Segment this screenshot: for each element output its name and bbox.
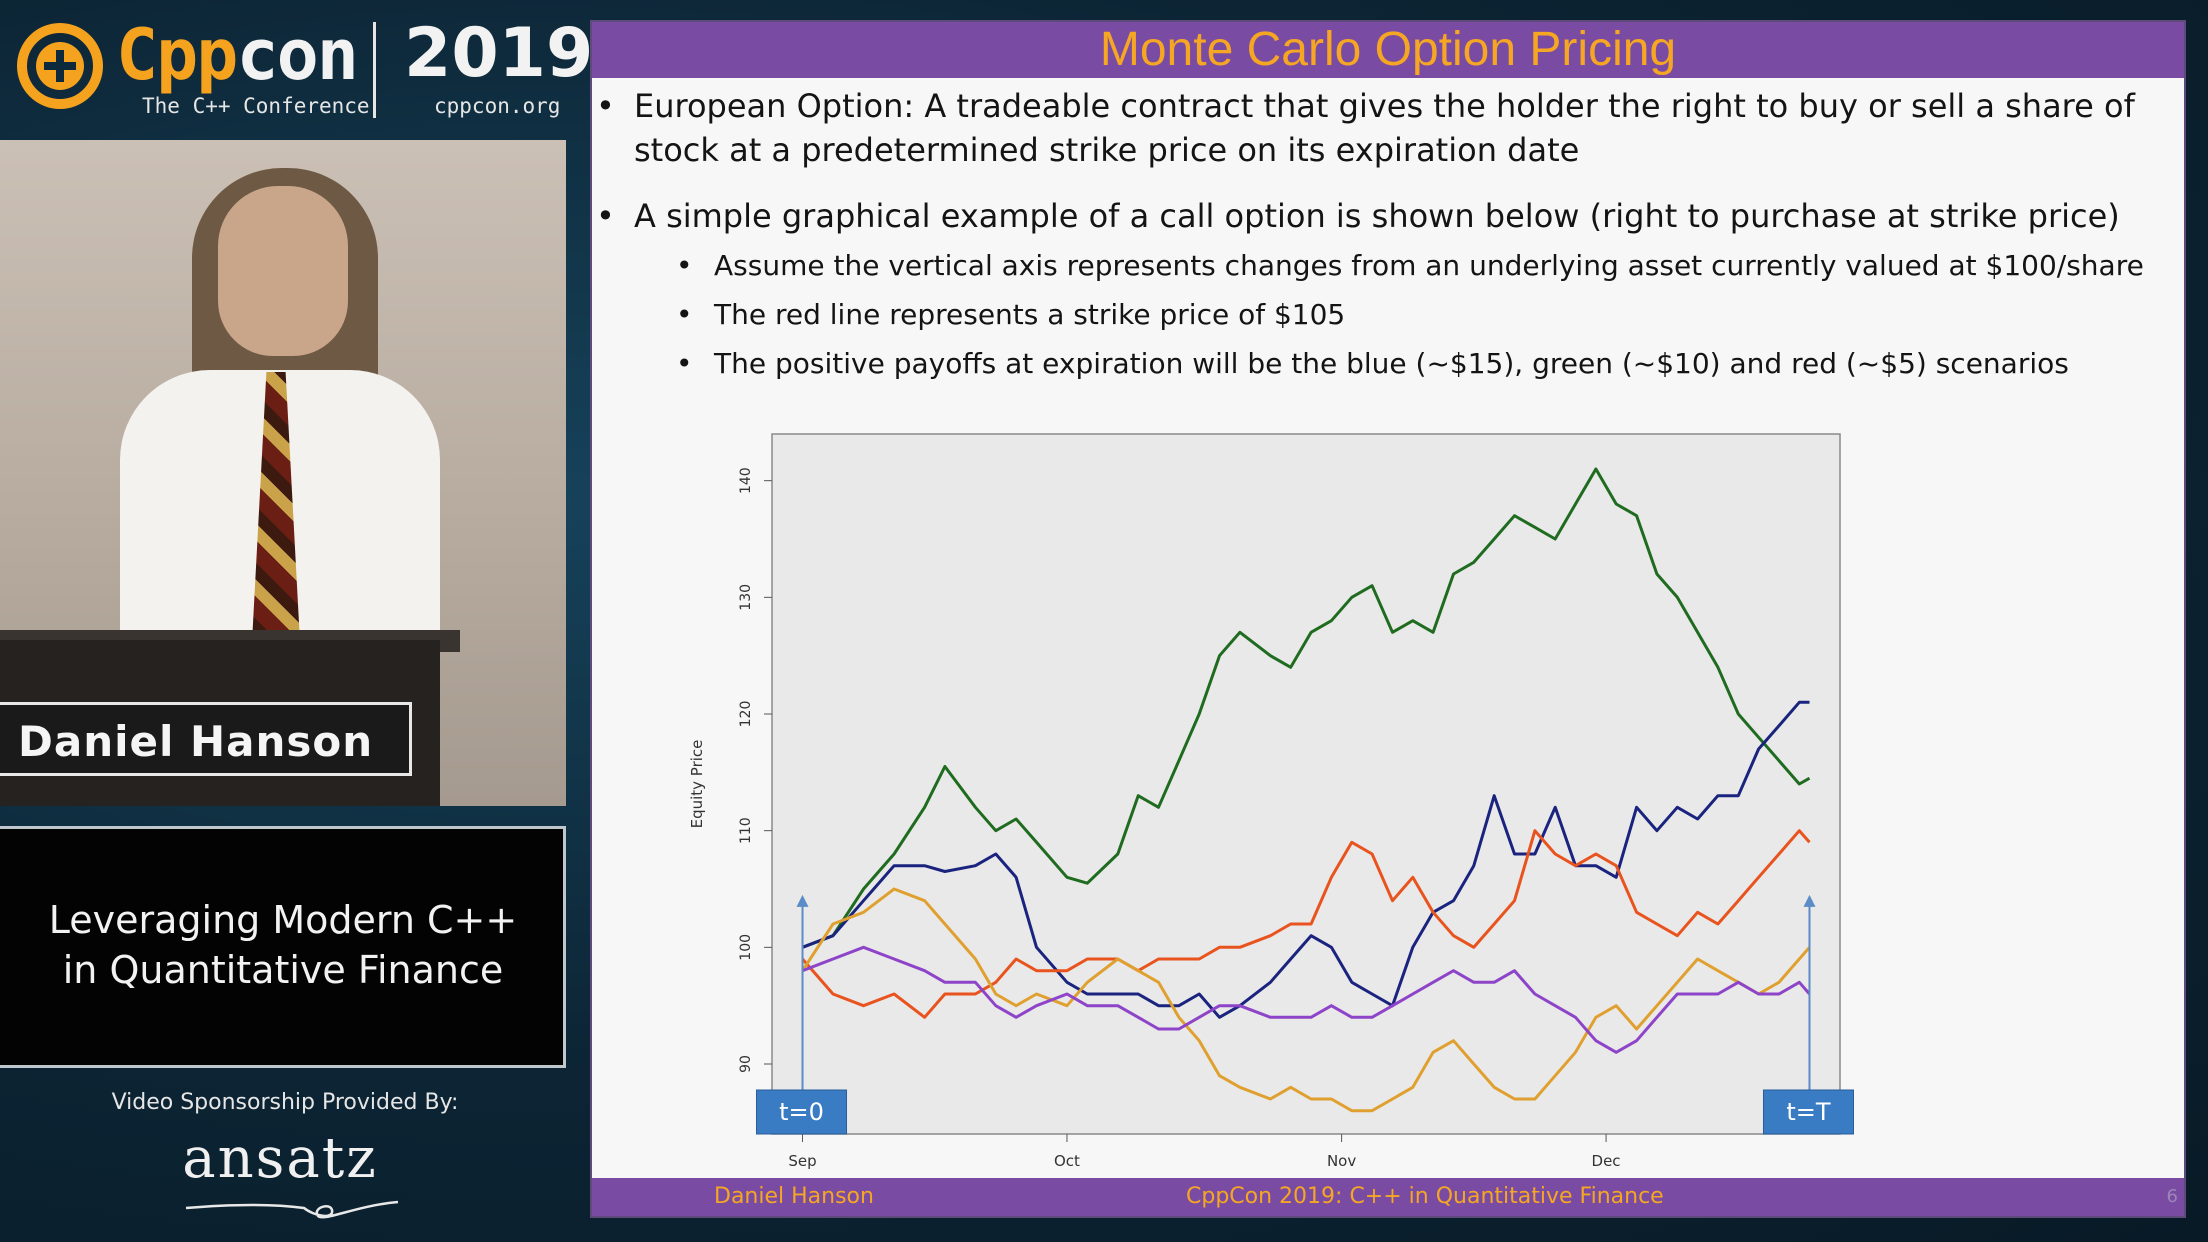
marker-end-box [1762,1089,1854,1135]
y-tick-label: 140 [738,467,754,494]
x-tick-label: Dec [1592,1152,1621,1170]
sponsor-label: Video Sponsorship Provided By: [111,1090,459,1115]
logo-website: cppcon.org [434,94,561,118]
y-tick-label: 90 [738,1055,754,1073]
bullet-1-line-2: stock at a predetermined strike price on… [634,131,1580,169]
slide-header-bar [592,22,2184,78]
logo-year: 2019 [404,14,594,93]
sub-bullet-3: The positive payoffs at expiration will … [714,347,2069,380]
bullet-1-line-1: European Option: A tradeable contract th… [634,87,2135,125]
logo-divider [373,22,376,118]
sponsor-swash-icon [185,1200,399,1219]
y-tick-label: 120 [738,701,754,728]
series-line-3 [801,829,1811,1019]
sub-bullet-2: The red line represents a strike price o… [714,298,1346,331]
series-line-4 [801,887,1811,1113]
x-tick-label: Oct [1054,1152,1080,1170]
cppcon-logo: Cppcon The C++ Conference 2019 cppcon.or… [0,0,593,138]
presentation-slide: Monte Carlo Option Pricing • European Op… [592,22,2184,1216]
speaker-video [0,140,566,806]
bullet-2-line-1: A simple graphical example of a call opt… [634,197,2120,235]
marker-start-arrow-icon [796,894,809,907]
monte-carlo-chart: 90 100 110 120 130 140 Equity Price Sep Oct Nov De… [688,433,1854,1170]
bullet-icon: • [596,87,615,125]
y-axis-label: Equity Price [688,740,706,829]
x-tick-label: Nov [1327,1152,1356,1170]
x-tick-label: Sep [788,1152,816,1170]
y-tick-label: 100 [738,934,754,961]
chart-plot-area [771,433,1841,1135]
slide-page-number: 6 [2166,1186,2178,1207]
marker-end-arrow-icon [1803,894,1816,907]
sub-bullet-icon: • [676,347,693,380]
speaker-name-plate [0,702,412,776]
footer-conference: CppCon 2019: C++ in Quantitative Finance [1186,1184,1664,1209]
logo-tagline: The C++ Conference [142,94,370,118]
sub-bullet-icon: • [676,298,693,331]
logo-wordmark: Cppcon [116,14,359,96]
sub-bullet-icon: • [676,249,693,282]
talk-title-line-2: in Quantitative Finance [62,948,504,992]
slide-title: Monte Carlo Option Pricing [1099,23,1677,76]
marker-end-label: t=T [1786,1098,1831,1126]
marker-start-box [756,1089,848,1135]
series-line-2 [801,700,1810,1019]
sub-bullet-1: Assume the vertical axis represents chan… [714,249,2144,282]
series-line-5 [801,945,1811,1054]
talk-title-line-1: Leveraging Modern C++ [48,898,518,942]
y-tick-label: 110 [738,817,754,844]
talk-title-box: Leveraging Modern C++ in Quantitative Fi… [0,826,566,1068]
cppcon-plus-icon [17,23,103,109]
bullet-icon: • [596,197,615,235]
speaker-name: Daniel Hanson [18,717,374,766]
marker-start-label: t=0 [779,1098,824,1126]
sponsor-logo: ansatz [182,1126,378,1191]
series-line-1 [801,467,1811,949]
slide-footer-bar [592,1178,2184,1216]
footer-author: Daniel Hanson [714,1184,874,1209]
speaker-head [218,186,348,356]
y-tick-label: 130 [738,584,754,611]
